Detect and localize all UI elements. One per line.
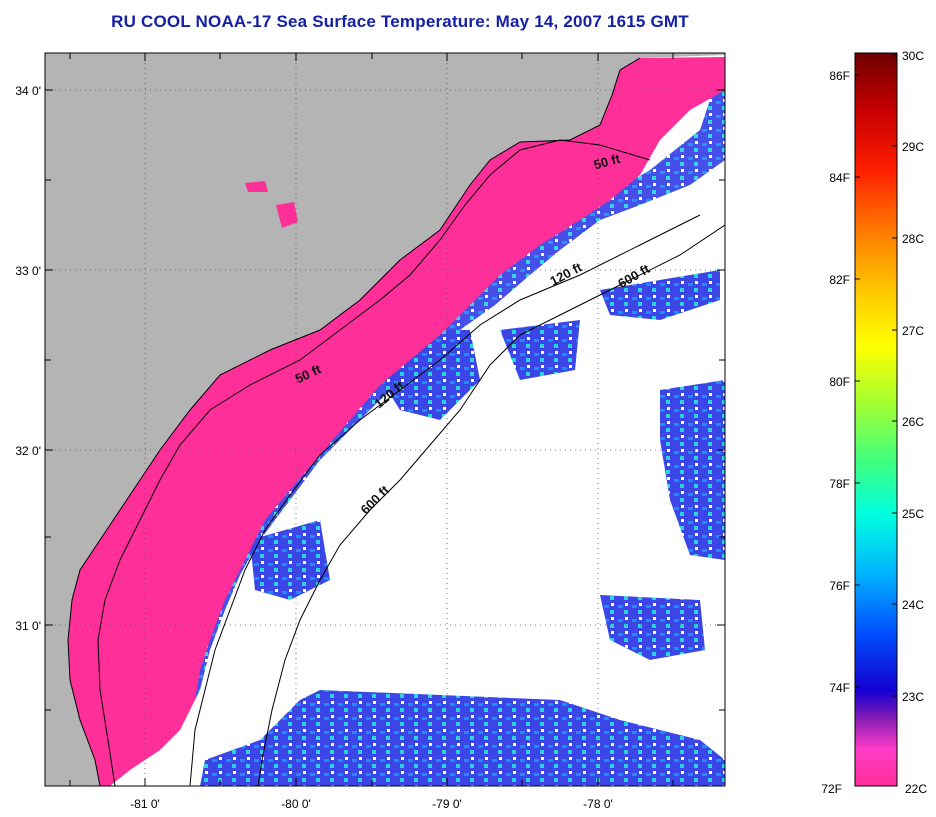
colorbar-f-label: 74F	[829, 681, 850, 695]
colorbar-c-label: 30C	[902, 49, 924, 63]
colorbar-f-label: 72F	[821, 782, 842, 796]
cold-water-patch	[276, 202, 298, 228]
depth-label: 50 ft	[592, 151, 622, 173]
lon-label: -81 0'	[130, 797, 160, 811]
lon-label: -79 0'	[432, 797, 462, 811]
warm-water-patch	[200, 690, 725, 786]
map-frame	[44, 52, 726, 787]
lon-label: -78 0'	[583, 797, 613, 811]
cold-water-patch	[245, 181, 268, 192]
warm-water-patch	[600, 270, 720, 320]
land-area	[45, 53, 725, 786]
cold-shelf-water	[68, 57, 725, 786]
colorbar-c-label: 25C	[902, 507, 924, 521]
depth-contour-600ft	[257, 224, 725, 786]
colorbar-f-label: 82F	[829, 273, 850, 287]
colorbar-f-label: 78F	[829, 477, 850, 491]
colorbar-c-label: 26C	[902, 415, 924, 429]
lon-label: -80 0'	[281, 797, 311, 811]
colorbar-f-label: 86F	[829, 69, 850, 83]
colorbar-c-label: 27C	[902, 324, 924, 338]
colorbar-c-label: 29C	[902, 140, 924, 154]
warm-water-band	[180, 55, 725, 700]
colorbar-c-label: 28C	[902, 232, 924, 246]
colorbar-c-label: 22C	[905, 782, 927, 796]
colorbar-f-label: 84F	[829, 171, 850, 185]
lat-label: 32 0'	[15, 444, 41, 458]
lat-label: 34 0'	[15, 84, 41, 98]
map-title: RU COOL NOAA-17 Sea Surface Temperature:…	[111, 12, 689, 31]
colorbar-f-ticks	[855, 74, 860, 688]
depth-contour-50ft	[97, 139, 651, 786]
grid	[45, 53, 725, 786]
lat-label: 31 0'	[15, 619, 41, 633]
colorbar-gradient	[854, 52, 898, 787]
lat-label: 33 0'	[15, 264, 41, 278]
colorbar-c-label: 24C	[902, 598, 924, 612]
frame-ticks	[45, 53, 725, 786]
warm-water-patch	[250, 520, 330, 600]
depth-contour-120ft	[189, 214, 701, 786]
warm-water-patch	[600, 595, 705, 660]
colorbar-f-label: 80F	[829, 375, 850, 389]
colorbar-f-label: 76F	[829, 579, 850, 593]
warm-water-patch	[660, 380, 725, 560]
colorbar-c-label: 23C	[902, 690, 924, 704]
colorbar-c-ticks	[892, 54, 897, 697]
